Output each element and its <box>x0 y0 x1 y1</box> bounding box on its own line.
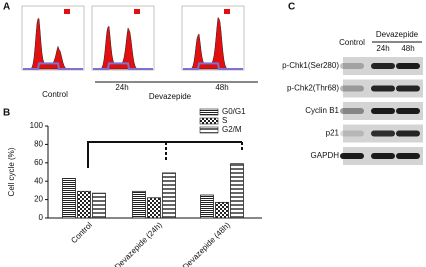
blot-band <box>340 153 364 159</box>
legend-swatch <box>199 108 219 116</box>
x-tick-label: Devazepide (48h) <box>181 220 232 267</box>
legend-swatch <box>134 9 140 14</box>
y-tick-label: 60 <box>34 158 43 167</box>
histogram <box>23 18 83 70</box>
sample-label: Control <box>42 90 68 99</box>
bar <box>132 190 146 219</box>
bar <box>147 197 161 219</box>
histogram-s <box>23 62 83 70</box>
sample-label: 48h <box>215 83 228 92</box>
panel-label: A <box>3 2 10 13</box>
significance-bracket <box>87 141 243 168</box>
blot-band <box>340 130 364 137</box>
sample-label: 24h <box>115 83 128 92</box>
column-label: Control <box>339 38 365 47</box>
blot-band <box>396 153 420 159</box>
blot-band <box>396 85 420 92</box>
blot-band <box>340 85 364 92</box>
panel-label: B <box>3 108 10 119</box>
bar <box>215 201 229 219</box>
legend-label: G2/M <box>222 125 242 134</box>
histogram-s <box>183 62 243 70</box>
row-label: Cyclin B1 <box>305 106 339 115</box>
bar <box>200 194 214 219</box>
legend-label: G0/G1 <box>222 107 246 116</box>
column-label: 24h <box>376 44 389 53</box>
blot-band <box>396 130 420 137</box>
blot-band <box>396 108 420 114</box>
group-label: Devazepide <box>376 30 419 39</box>
bar <box>77 190 91 219</box>
legend-swatch <box>199 126 219 134</box>
blot-band <box>371 63 395 69</box>
histogram <box>183 16 243 70</box>
bar <box>62 178 76 219</box>
legend-swatch <box>64 9 70 14</box>
blot-band <box>371 153 395 159</box>
bar <box>92 192 106 219</box>
blot-band <box>396 63 420 69</box>
y-tick-label: 40 <box>34 176 43 185</box>
y-axis-label: Cell cycle (%) <box>7 147 16 196</box>
blot-band <box>371 130 395 137</box>
row-label: p21 <box>326 129 340 138</box>
y-tick-label: 0 <box>39 213 44 222</box>
y-tick-label: 100 <box>30 121 44 130</box>
flow-histograms <box>21 5 245 71</box>
x-tick-label: Control <box>69 220 94 245</box>
panel-label: C <box>288 2 295 13</box>
bar <box>230 163 244 219</box>
blot-band <box>340 63 364 69</box>
legend-swatch <box>199 117 219 125</box>
y-tick-label: 80 <box>34 140 43 149</box>
blot-band <box>371 108 395 114</box>
bar <box>162 172 176 219</box>
histogram-frame <box>91 5 155 71</box>
histogram-s <box>93 62 153 70</box>
blot-band <box>340 108 364 114</box>
histogram-frame <box>21 5 85 71</box>
y-tick-label: 20 <box>34 195 43 204</box>
column-label: 48h <box>401 44 414 53</box>
row-label: p-Chk2(Thr68) <box>287 84 339 93</box>
legend-swatch <box>224 9 230 14</box>
x-tick-label: Devazepide (24h) <box>113 220 164 267</box>
row-label: GAPDH <box>311 151 340 160</box>
row-label: p-Chk1(Ser280) <box>282 61 339 70</box>
group-label: Devazepide <box>149 92 192 101</box>
histogram-frame <box>181 5 245 71</box>
western-blot: p-Chk1(Ser280) p-Chk2(Thr68) Cyclin B1 p21 G… <box>282 57 423 165</box>
legend-label: S <box>222 116 227 125</box>
blot-band <box>371 85 395 92</box>
